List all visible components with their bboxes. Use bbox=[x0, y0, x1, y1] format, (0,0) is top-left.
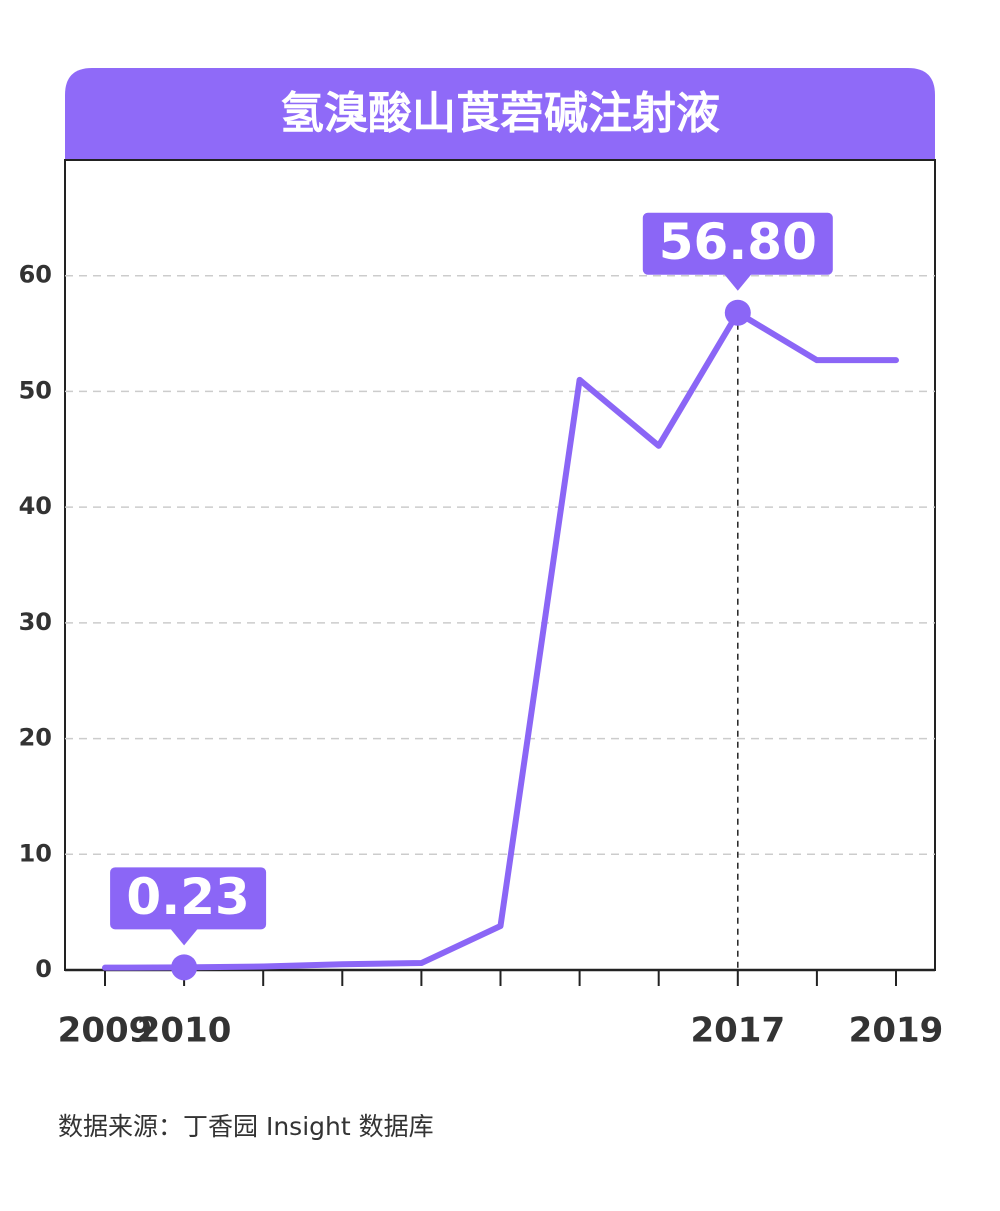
y-tick-label: 10 bbox=[19, 839, 52, 867]
source-note: 数据来源：丁香园 Insight 数据库 bbox=[58, 1112, 434, 1141]
x-tick-label: 2010 bbox=[137, 1011, 232, 1051]
callout-pointer bbox=[170, 928, 199, 946]
y-tick-label: 30 bbox=[19, 608, 52, 636]
callout-pointer bbox=[723, 273, 752, 291]
callout-box bbox=[642, 212, 833, 275]
data-line bbox=[102, 309, 899, 971]
chart-title: 氢溴酸山莨菪碱注射液 bbox=[280, 88, 720, 139]
y-tick-label: 50 bbox=[19, 376, 52, 404]
x-tick-label: 2017 bbox=[690, 1011, 785, 1051]
x-tick-label: 2009 bbox=[58, 1011, 153, 1051]
highlight-point bbox=[171, 954, 198, 981]
x-tick-label: 2019 bbox=[849, 1011, 944, 1051]
y-tick-label: 60 bbox=[19, 261, 52, 289]
y-tick-label: 0 bbox=[35, 955, 52, 983]
highlight-point bbox=[724, 299, 751, 326]
callout-box bbox=[110, 867, 267, 930]
y-tick-label: 40 bbox=[19, 492, 52, 520]
title-banner bbox=[65, 68, 935, 160]
value-label: 0.23 bbox=[126, 868, 249, 926]
plot-frame bbox=[64, 159, 936, 971]
value-label: 56.80 bbox=[659, 213, 817, 271]
y-tick-label: 20 bbox=[19, 724, 52, 752]
